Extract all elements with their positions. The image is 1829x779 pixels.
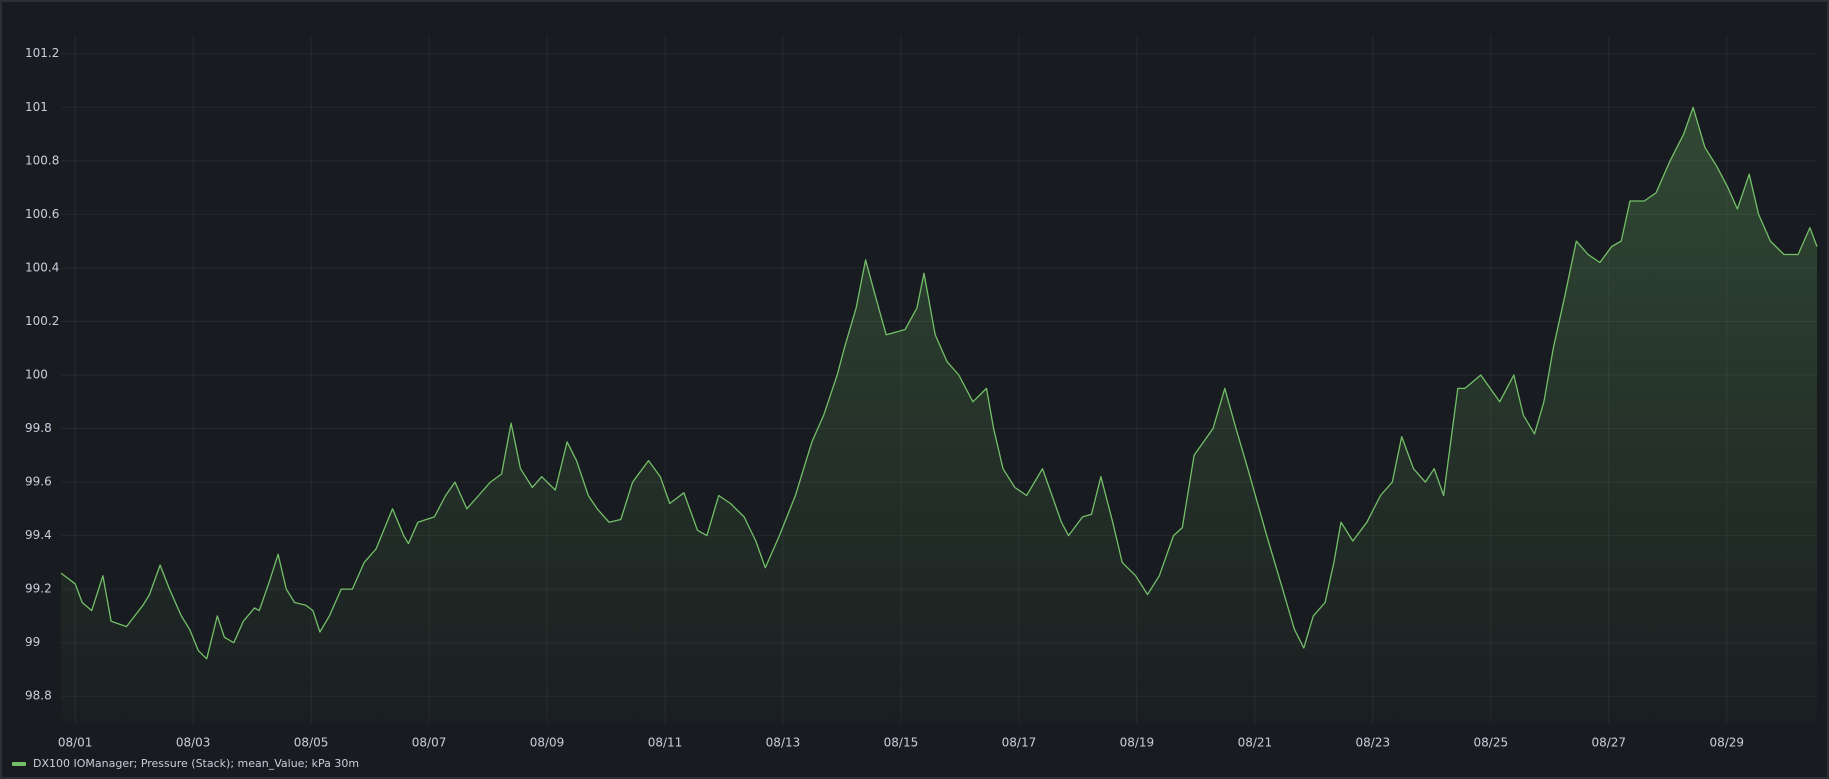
y-tick-label: 100.6 [25, 207, 59, 221]
x-tick-label: 08/15 [884, 736, 919, 750]
x-tick-label: 08/23 [1356, 736, 1391, 750]
y-tick-label: 101.2 [25, 46, 59, 60]
y-tick-label: 100.4 [25, 260, 59, 274]
x-tick-label: 08/05 [294, 736, 329, 750]
x-tick-label: 08/27 [1591, 736, 1626, 750]
y-tick-label: 100 [25, 367, 48, 381]
y-tick-label: 100.8 [25, 153, 59, 167]
y-tick-label: 100.2 [25, 314, 59, 328]
y-tick-label: 99 [25, 635, 40, 649]
y-tick-label: 99.8 [25, 421, 52, 435]
x-tick-label: 08/11 [648, 736, 683, 750]
legend-label[interactable]: DX100 IOManager; Pressure (Stack); mean_… [33, 757, 359, 770]
x-tick-label: 08/19 [1120, 736, 1155, 750]
axis-labels: 98.8 99 99.2 99.4 99.6 99.8 100 100.2 100.4 100.6… [25, 46, 1744, 749]
legend-swatch [12, 762, 26, 766]
x-tick-label: 08/17 [1002, 736, 1037, 750]
x-tick-label: 08/03 [176, 736, 211, 750]
x-tick-label: 08/09 [530, 736, 565, 750]
legend: DX100 IOManager; Pressure (Stack); mean_… [12, 757, 359, 770]
x-tick-label: 08/13 [766, 736, 801, 750]
series-line [60, 106, 1818, 660]
x-tick-label: 08/29 [1709, 736, 1744, 750]
area-fill [61, 107, 1817, 724]
x-tick-label: 08/01 [58, 736, 93, 750]
x-tick-label: 08/25 [1474, 736, 1509, 750]
y-tick-label: 98.8 [25, 689, 52, 703]
x-tick-label: 08/07 [412, 736, 447, 750]
plot [60, 106, 1818, 724]
y-tick-label: 101 [25, 100, 48, 114]
x-tick-label: 08/21 [1238, 736, 1273, 750]
y-tick-label: 99.6 [25, 475, 52, 489]
y-tick-label: 99.4 [25, 528, 52, 542]
y-tick-label: 99.2 [25, 582, 52, 596]
